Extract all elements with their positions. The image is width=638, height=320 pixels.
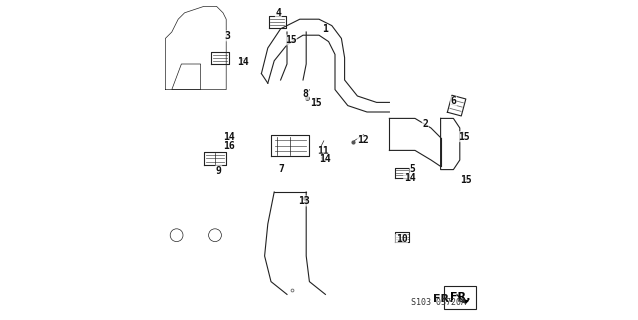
Text: 8: 8 xyxy=(302,89,309,100)
Text: 9: 9 xyxy=(216,165,222,176)
FancyBboxPatch shape xyxy=(444,286,477,309)
Text: 15: 15 xyxy=(285,35,297,45)
Text: FR.: FR. xyxy=(433,294,454,304)
Text: 4: 4 xyxy=(276,8,281,19)
Text: FR.: FR. xyxy=(450,292,471,302)
Text: 14: 14 xyxy=(319,154,330,164)
Text: 15: 15 xyxy=(460,175,471,185)
Text: 15: 15 xyxy=(457,132,470,142)
Text: 14: 14 xyxy=(237,57,249,67)
Text: 11: 11 xyxy=(317,146,329,156)
Text: 15: 15 xyxy=(311,98,322,108)
Text: 10: 10 xyxy=(396,234,408,244)
Text: 3: 3 xyxy=(225,31,231,41)
Text: 6: 6 xyxy=(450,96,456,107)
Polygon shape xyxy=(321,154,324,160)
Text: 7: 7 xyxy=(278,164,284,174)
Text: 2: 2 xyxy=(422,119,428,129)
Text: 5: 5 xyxy=(410,164,416,174)
Text: 12: 12 xyxy=(357,135,369,145)
Text: 1: 1 xyxy=(322,24,328,35)
Text: 14: 14 xyxy=(404,173,415,183)
Text: S103 03720A: S103 03720A xyxy=(412,298,466,307)
Text: 14: 14 xyxy=(223,132,235,142)
Text: 13: 13 xyxy=(298,196,310,206)
Text: 16: 16 xyxy=(223,141,235,151)
